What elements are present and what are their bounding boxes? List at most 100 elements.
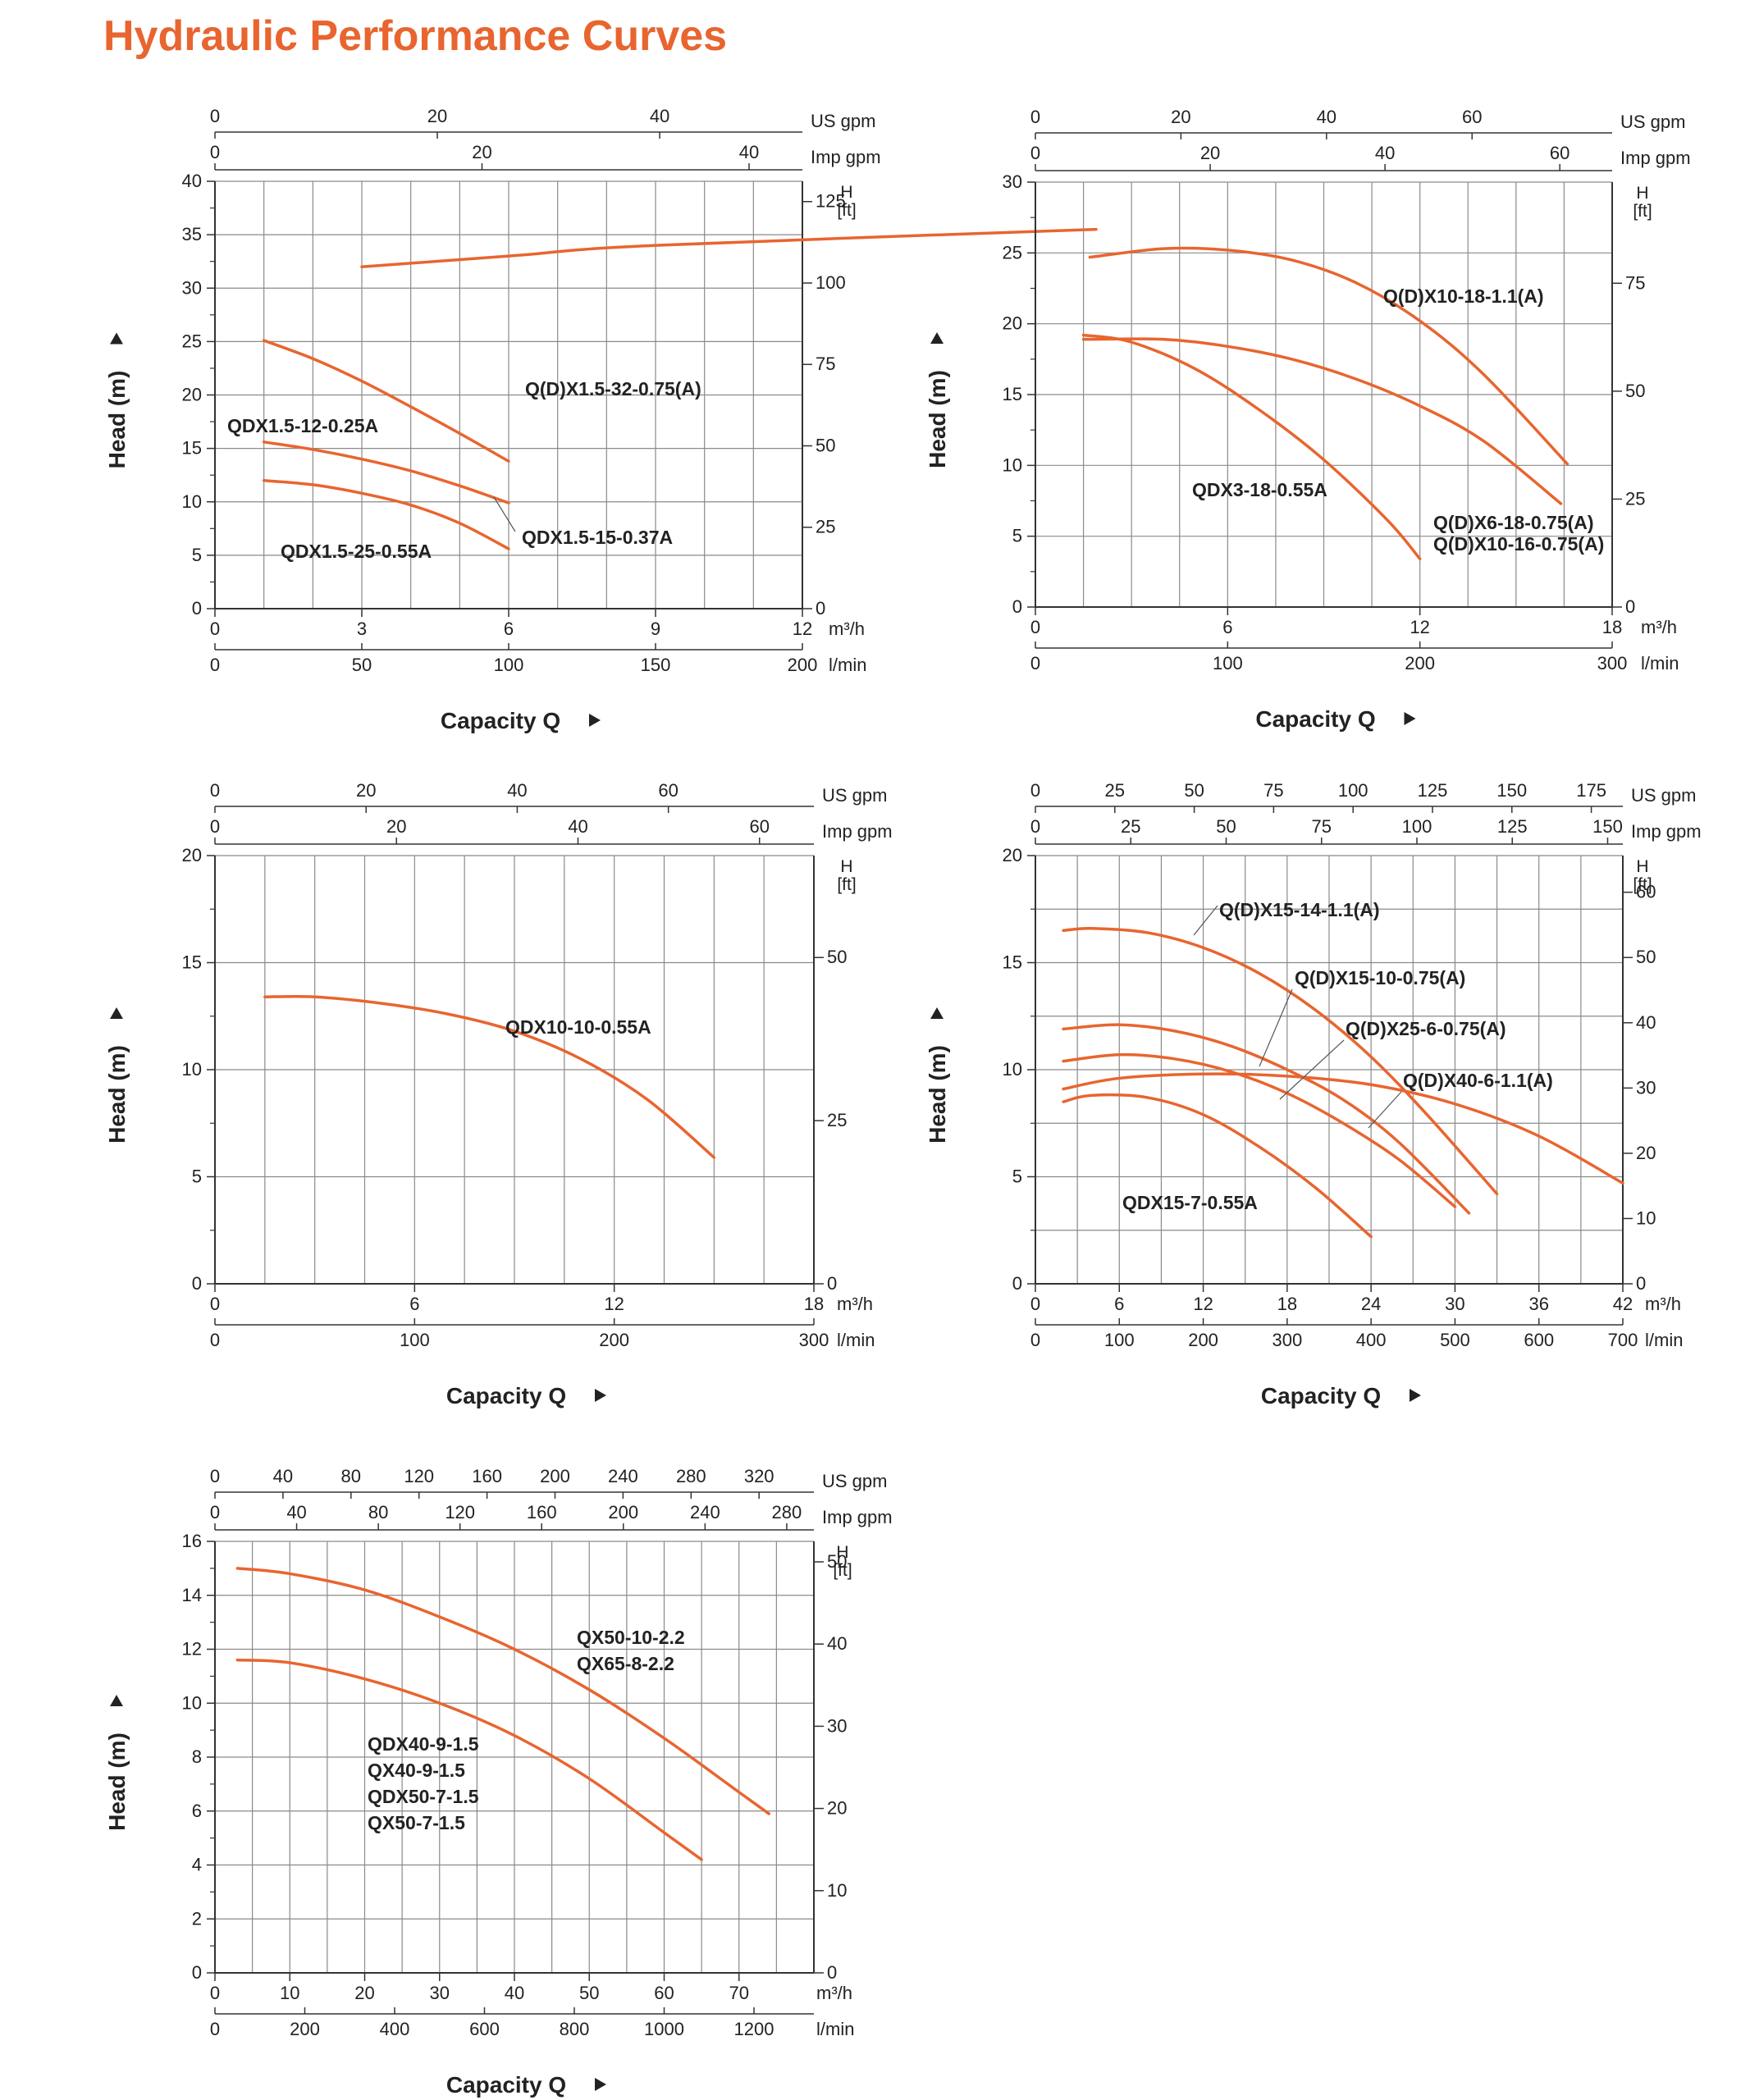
- curve-label: Q(D)X10-18-1.1(A): [1383, 285, 1544, 307]
- lmin-tick-label: 1200: [734, 2019, 774, 2039]
- curve-label: Q(D)X10-16-0.75(A): [1433, 533, 1604, 555]
- lmin-tick-label: 150: [641, 655, 671, 675]
- ft-axis-unit: H: [1636, 857, 1648, 876]
- lmin-tick-label: 0: [1030, 653, 1040, 673]
- x-tick-label: 36: [1528, 1294, 1548, 1314]
- usgpm-tick-label: 20: [427, 106, 447, 126]
- ft-tick-label: 50: [816, 435, 835, 455]
- x-tick-label: 60: [654, 1983, 674, 2003]
- performance-curve-5: [1062, 1093, 1373, 1239]
- x-axis-title-arrow-icon: [1410, 1389, 1421, 1402]
- y-tick-label: 0: [192, 1962, 202, 1983]
- lmin-tick-label: 400: [380, 2019, 410, 2039]
- impgpm-tick-label: 80: [368, 1502, 388, 1522]
- impgpm-tick-label: 40: [1375, 143, 1395, 163]
- x-tick-label: 12: [1410, 617, 1429, 637]
- impgpm-tick-label: 40: [568, 816, 587, 837]
- performance-curve-3: [1062, 1052, 1457, 1208]
- x-tick-label: 9: [651, 619, 660, 639]
- y-axis-title-arrow-icon: [930, 1007, 944, 1019]
- lmin-tick-label: 500: [1440, 1330, 1470, 1350]
- x-tick-label: 18: [1602, 617, 1622, 637]
- impgpm-tick-label: 0: [1030, 816, 1040, 837]
- impgpm-tick-label: 0: [210, 816, 220, 837]
- y-tick-label: 5: [1012, 1166, 1022, 1187]
- impgpm-tick-label: 160: [527, 1502, 557, 1522]
- ft-axis-unit: H: [840, 857, 852, 876]
- ft-tick-label: 75: [816, 354, 835, 374]
- label-leader-line: [1368, 1091, 1402, 1129]
- y-tick-label: 8: [192, 1746, 202, 1767]
- x-tick-label: 0: [1030, 617, 1040, 637]
- y-axis-title: Head (m): [104, 371, 130, 469]
- usgpm-axis-unit: US gpm: [1620, 112, 1685, 132]
- performance-curve-2: [262, 339, 510, 463]
- ft-tick-label: 20: [827, 1798, 847, 1819]
- impgpm-tick-label: 40: [286, 1502, 306, 1522]
- performance-curve-2: [1081, 337, 1563, 505]
- y-tick-label: 5: [192, 1166, 202, 1187]
- ft-axis-unit: H: [836, 1543, 848, 1562]
- x-axis-title-arrow-icon: [595, 2078, 606, 2091]
- y-axis-title: Head (m): [925, 370, 950, 468]
- y-tick-label: 15: [182, 952, 202, 973]
- x-tick-label: 0: [210, 619, 220, 639]
- x-tick-label: 6: [504, 619, 514, 639]
- impgpm-tick-label: 100: [1402, 816, 1432, 837]
- usgpm-tick-label: 160: [472, 1466, 502, 1486]
- curve-label: Q(D)X25-6-0.75(A): [1346, 1018, 1506, 1039]
- ft-tick-label: 40: [1636, 1012, 1656, 1033]
- x-tick-label: 30: [430, 1983, 450, 2003]
- performance-curve-4: [262, 478, 510, 550]
- performance-curve-4: [1062, 1072, 1624, 1185]
- y-axis-title-arrow-icon: [110, 1007, 123, 1019]
- impgpm-tick-label: 75: [1312, 816, 1332, 837]
- y-axis-title-arrow-icon: [110, 1695, 123, 1706]
- lmin-tick-label: 0: [210, 2019, 220, 2039]
- y-tick-label: 20: [1003, 845, 1022, 865]
- x-tick-label: 18: [1277, 1294, 1297, 1314]
- y-tick-label: 2: [192, 1908, 202, 1929]
- lmin-tick-label: 300: [799, 1330, 829, 1350]
- x-tick-label: 24: [1361, 1294, 1381, 1314]
- lmin-axis-unit: l/min: [837, 1330, 875, 1350]
- lmin-axis-unit: l/min: [1645, 1330, 1683, 1350]
- lmin-tick-label: 200: [1405, 653, 1435, 673]
- lmin-tick-label: 300: [1597, 653, 1628, 673]
- ft-tick-label: 50: [1636, 947, 1656, 967]
- y-tick-label: 5: [192, 545, 202, 565]
- impgpm-tick-label: 125: [1497, 816, 1528, 837]
- label-leader-line: [493, 496, 516, 532]
- page-title: Hydraulic Performance Curves: [103, 12, 728, 60]
- y-tick-label: 16: [182, 1531, 202, 1551]
- usgpm-tick-label: 0: [210, 780, 220, 801]
- usgpm-tick-label: 280: [676, 1466, 706, 1486]
- x-tick-label: 50: [579, 1983, 599, 2003]
- impgpm-axis-unit: Imp gpm: [822, 1507, 893, 1527]
- lmin-tick-label: 100: [400, 1330, 430, 1350]
- usgpm-tick-label: 60: [1462, 107, 1482, 127]
- usgpm-tick-label: 80: [341, 1466, 361, 1486]
- performance-curve-1: [235, 1567, 770, 1815]
- y-tick-label: 30: [1003, 171, 1022, 192]
- curve-label: QDX1.5-12-0.25A: [227, 415, 378, 436]
- impgpm-axis-unit: Imp gpm: [1631, 821, 1702, 842]
- lmin-axis-unit: l/min: [829, 655, 866, 675]
- x-axis-unit: m³/h: [816, 1983, 852, 2003]
- performance-curve-3: [262, 441, 510, 504]
- lmin-axis-unit: l/min: [816, 2019, 854, 2039]
- x-axis-unit: m³/h: [1645, 1294, 1681, 1314]
- y-tick-label: 12: [182, 1639, 202, 1659]
- impgpm-tick-label: 60: [749, 816, 769, 837]
- y-tick-label: 40: [182, 171, 202, 191]
- ft-tick-label: 25: [827, 1110, 847, 1130]
- ft-axis-unit: [ft]: [837, 201, 856, 220]
- y-tick-label: 0: [1012, 596, 1022, 617]
- lmin-tick-label: 200: [599, 1330, 629, 1350]
- y-tick-label: 25: [182, 331, 202, 351]
- x-axis-title: Capacity Q: [441, 708, 560, 733]
- lmin-tick-label: 800: [560, 2019, 590, 2039]
- ft-tick-label: 75: [1625, 272, 1645, 293]
- x-axis-title-arrow-icon: [589, 714, 601, 727]
- y-tick-label: 0: [192, 598, 202, 619]
